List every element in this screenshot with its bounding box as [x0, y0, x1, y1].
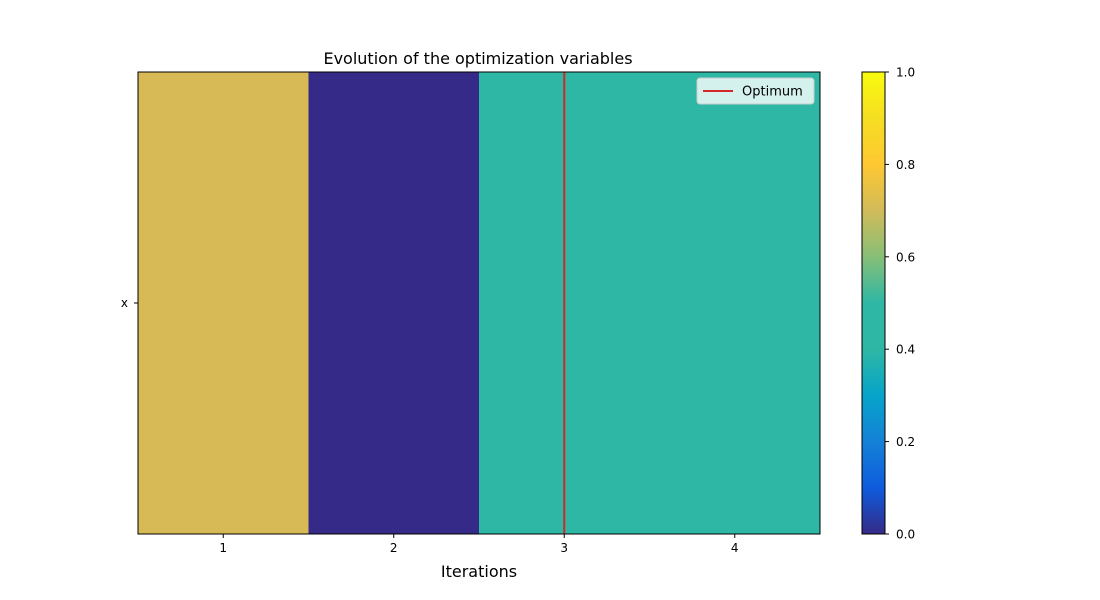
colorbar-tick-label: 0.8	[896, 158, 915, 172]
heatmap-cell	[308, 72, 480, 534]
x-tick-label: 2	[390, 541, 398, 555]
colorbar-tick-label: 1.0	[896, 66, 915, 80]
legend-optimum-label: Optimum	[742, 85, 803, 100]
legend-box	[696, 77, 815, 105]
x-axis-label: Iterations	[441, 562, 517, 581]
colorbar-tick-label: 0.6	[896, 250, 915, 264]
colorbar	[861, 71, 886, 535]
colorbar-tick-label: 0.0	[896, 528, 915, 542]
heatmap-cell	[649, 72, 821, 534]
legend: Optimum	[696, 77, 815, 105]
x-tick-label: 4	[731, 541, 739, 555]
chart-title: Evolution of the optimization variables	[323, 49, 632, 68]
colorbar-tick-label: 0.4	[896, 343, 915, 357]
heatmap-cell	[138, 72, 309, 534]
heatmap-cells	[138, 72, 821, 534]
colorbar-ticks: 0.0 0.2 0.4 0.6 0.8 1.0	[885, 66, 915, 542]
x-tick-label: 3	[560, 541, 568, 555]
y-tick-label: x	[121, 296, 128, 310]
x-tick-label: 1	[219, 541, 227, 555]
x-axis-ticks: 1 2 3 4	[219, 534, 739, 555]
colorbar-tick-label: 0.2	[896, 435, 915, 449]
y-axis-ticks: x	[121, 296, 138, 310]
